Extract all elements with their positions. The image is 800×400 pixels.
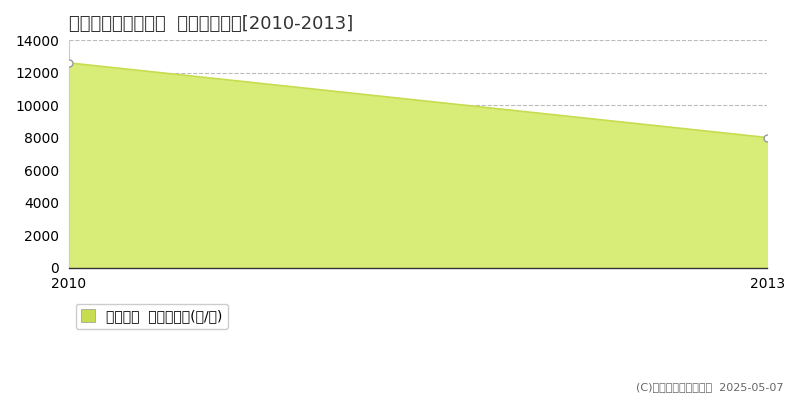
Legend: 農地価格  平均坪単価(円/坪): 農地価格 平均坪単価(円/坪)	[75, 304, 228, 329]
Text: 足柄上郡開成町宮台  農地価格推移[2010-2013]: 足柄上郡開成町宮台 農地価格推移[2010-2013]	[69, 15, 353, 33]
Text: (C)土地価格ドットコム  2025-05-07: (C)土地価格ドットコム 2025-05-07	[637, 382, 784, 392]
